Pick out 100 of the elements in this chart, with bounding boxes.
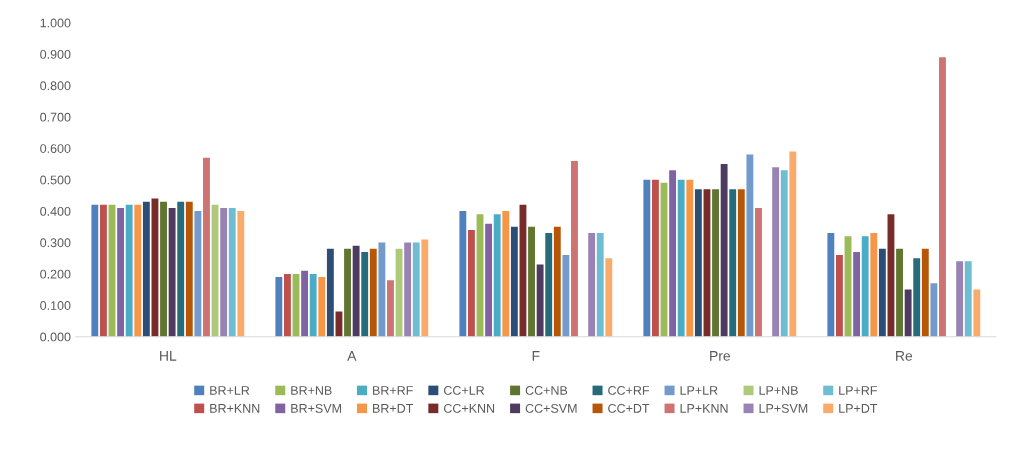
- bar: [485, 223, 493, 337]
- bar: [896, 248, 903, 337]
- bar: [737, 189, 745, 337]
- legend-label: BR+DT: [373, 404, 414, 413]
- legend-label: LP+SVM: [759, 403, 808, 413]
- bar: [326, 248, 334, 337]
- bar: [878, 248, 886, 337]
- y-tick-label: 0.200: [40, 269, 71, 279]
- bar: [973, 289, 981, 337]
- legend-label: BR+LR: [210, 386, 250, 395]
- bar: [571, 160, 578, 337]
- bar: [939, 57, 946, 337]
- bar: [168, 207, 176, 337]
- bar: [686, 179, 694, 337]
- bar: [404, 242, 412, 337]
- bar: [185, 201, 193, 337]
- bar: [605, 258, 613, 337]
- bar: [237, 211, 245, 337]
- bar: [283, 273, 291, 337]
- bar: [125, 204, 133, 337]
- bar: [720, 164, 728, 337]
- bar: [596, 233, 604, 337]
- bar: [510, 226, 518, 337]
- bar: [228, 207, 236, 337]
- bar: [652, 179, 659, 337]
- bar: [669, 170, 677, 337]
- bar: [344, 248, 351, 337]
- bar: [412, 242, 420, 337]
- legend-label: LP+LR: [680, 386, 718, 395]
- bar: [913, 258, 921, 337]
- y-tick-label: 0.700: [40, 112, 71, 122]
- bar: [301, 270, 309, 337]
- y-tick-label: 0.000: [40, 332, 71, 342]
- legend-label: BR+NB: [291, 386, 332, 395]
- bar: [921, 248, 929, 337]
- bar: [117, 207, 125, 337]
- legend-label: LP+NB: [759, 386, 798, 395]
- bar: [369, 248, 377, 337]
- bar: [502, 211, 510, 337]
- bar: [789, 151, 797, 337]
- bar: [528, 226, 535, 337]
- bar: [134, 204, 142, 337]
- bar: [361, 251, 369, 337]
- bar: [553, 226, 561, 337]
- bar: [861, 236, 869, 337]
- legend-label: CC+DT: [608, 403, 650, 413]
- bar: [275, 277, 283, 337]
- bar: [588, 233, 596, 337]
- x-tick-label: Pre: [710, 351, 731, 361]
- bar: [694, 189, 702, 337]
- bar: [467, 229, 475, 337]
- bar: [91, 204, 99, 337]
- legend-label: CC+KNN: [443, 403, 495, 413]
- bar: [142, 201, 150, 337]
- legend-label: LP+DT: [839, 404, 878, 413]
- bar: [309, 273, 317, 337]
- bar: [387, 280, 394, 337]
- bar: [421, 239, 429, 337]
- bar: [160, 201, 167, 337]
- bar: [780, 170, 788, 337]
- bar: [746, 154, 754, 337]
- x-tick-label: HL: [160, 351, 177, 361]
- y-tick-label: 0.100: [40, 301, 71, 310]
- bar: [772, 167, 780, 337]
- bar: [536, 264, 544, 337]
- bar: [930, 283, 938, 337]
- y-tick-label: 0.900: [40, 49, 71, 59]
- legend-label: CC+LR: [443, 386, 485, 395]
- bar: [352, 245, 360, 337]
- x-tick-label: A: [347, 351, 357, 361]
- legend-label: CC+RF: [608, 386, 650, 395]
- legend-label: BR+KNN: [210, 404, 260, 413]
- bar: [177, 201, 185, 337]
- bar: [755, 207, 762, 337]
- bar: [643, 179, 651, 337]
- bar: [194, 211, 202, 337]
- y-tick-label: 0.400: [40, 206, 71, 216]
- bar: [677, 179, 685, 337]
- bar: [827, 233, 835, 337]
- bar: [493, 214, 501, 337]
- y-tick-label: 0.300: [40, 238, 71, 248]
- y-tick-label: 0.600: [40, 144, 71, 153]
- legend-label: BR+SVM: [291, 403, 341, 413]
- bar: [378, 242, 386, 337]
- bar: [870, 233, 878, 337]
- legend-label: LP+RF: [839, 386, 877, 395]
- bar: [836, 255, 843, 337]
- y-tick-label: 0.800: [40, 81, 71, 91]
- bar: [712, 189, 719, 337]
- bar: [220, 207, 228, 337]
- y-tick-label: 0.500: [40, 175, 71, 185]
- legend-label: CC+SVM: [525, 403, 577, 413]
- legend-label: CC+NB: [525, 386, 568, 395]
- bar: [99, 204, 107, 337]
- bar: [964, 261, 972, 337]
- bar: [853, 251, 861, 337]
- x-tick-label: Re: [896, 351, 913, 361]
- bar: [956, 261, 964, 337]
- bar: [203, 157, 210, 337]
- legend-label: LP+KNN: [680, 404, 728, 413]
